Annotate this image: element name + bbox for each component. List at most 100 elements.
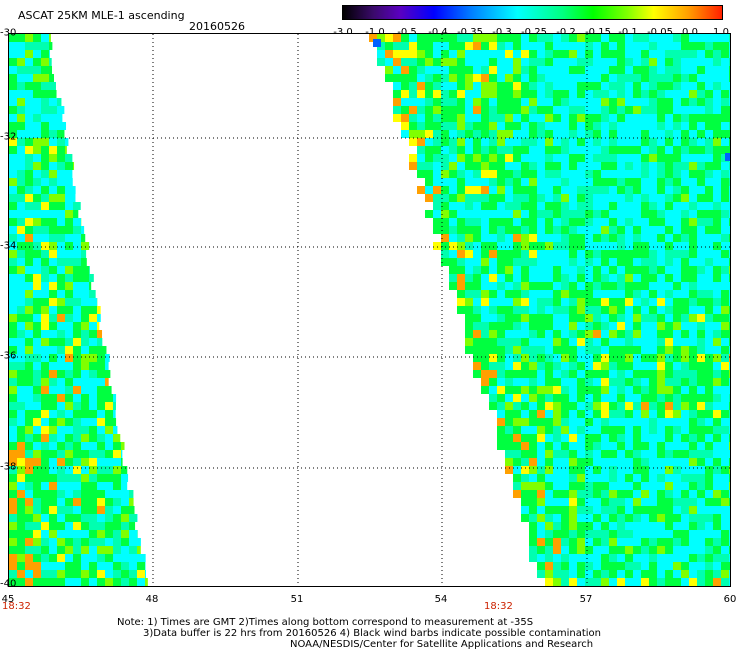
swath-cell [561, 114, 569, 122]
swath-cell [449, 154, 457, 162]
swath-cell [665, 106, 673, 114]
swath-cell [81, 282, 89, 290]
swath-cell [537, 442, 545, 450]
swath-cell [673, 66, 681, 74]
swath-cell [513, 354, 521, 362]
swath-cell [569, 130, 577, 138]
swath-cell [729, 386, 730, 394]
swath-cell [537, 250, 545, 258]
swath-cell [681, 34, 689, 42]
swath-cell [25, 554, 33, 562]
swath-cell [49, 202, 57, 210]
swath-cell [49, 226, 57, 234]
swath-cell [657, 466, 665, 474]
swath-cell [505, 386, 513, 394]
swath-cell [721, 258, 729, 266]
swath-cell [25, 514, 33, 522]
swath-cell [449, 274, 457, 282]
swath-cell [33, 482, 41, 490]
swath-cell [585, 426, 593, 434]
swath-cell [121, 562, 129, 570]
swath-cell [609, 466, 617, 474]
swath-cell [673, 554, 681, 562]
swath-cell [633, 482, 641, 490]
swath-cell [105, 546, 113, 554]
swath-cell [593, 458, 601, 466]
swath-cell [721, 434, 729, 442]
swath-cell [441, 170, 449, 178]
swath-cell [17, 490, 25, 498]
swath-cell [49, 82, 56, 90]
swath-cell [569, 138, 577, 146]
swath-cell [697, 506, 705, 514]
swath-cell [545, 578, 553, 586]
swath-cell [465, 290, 473, 298]
swath-cell [705, 226, 713, 234]
swath-cell [585, 178, 593, 186]
swath-cell [705, 306, 713, 314]
swath-cell [713, 378, 721, 386]
swath-cell [609, 458, 617, 466]
swath-cell [25, 250, 33, 258]
swath-cell [57, 170, 65, 178]
swath-cell [433, 138, 441, 146]
swath-cell [521, 50, 529, 58]
swath-cell [465, 178, 473, 186]
swath-cell [657, 442, 665, 450]
swath-cell [721, 474, 729, 482]
swath-cell [41, 170, 49, 178]
swath-cell [665, 538, 673, 546]
swath-cell [633, 522, 641, 530]
swath-cell [553, 330, 561, 338]
swath-cell [545, 282, 553, 290]
swath-cell [721, 114, 729, 122]
swath-cell [81, 538, 89, 546]
swath-cell [489, 226, 497, 234]
swath-cell [689, 466, 697, 474]
swath-cell [465, 114, 473, 122]
swath-cell [537, 346, 545, 354]
swath-cell [545, 82, 553, 90]
swath-cell [65, 234, 73, 242]
swath-cell [609, 554, 617, 562]
swath-cell [25, 106, 33, 114]
swath-cell [25, 586, 33, 587]
swath-cell [617, 402, 625, 410]
swath-cell [33, 458, 41, 466]
swath-cell [409, 138, 417, 146]
swath-cell [105, 450, 113, 458]
swath-cell [481, 210, 489, 218]
swath-cell [729, 506, 730, 514]
swath-cell [17, 362, 25, 370]
swath-cell [393, 98, 401, 106]
swath-cell [65, 242, 73, 250]
swath-cell [41, 474, 49, 482]
swath-cell [433, 178, 441, 186]
swath-cell [25, 394, 33, 402]
swath-cell [729, 498, 730, 506]
swath-cell [617, 426, 625, 434]
swath-cell [97, 378, 105, 386]
swath-cell [601, 130, 609, 138]
swath-cell [673, 378, 681, 386]
swath-cell [65, 154, 73, 162]
swath-cell [649, 378, 657, 386]
swath-cell [481, 314, 489, 322]
swath-cell [41, 250, 49, 258]
swath-cell [65, 466, 73, 474]
swath-cell [457, 130, 465, 138]
swath-cell [577, 306, 585, 314]
swath-cell [585, 530, 593, 538]
swath-cell [97, 554, 105, 562]
swath-cell [657, 114, 665, 122]
swath-cell [553, 58, 561, 66]
swath-cell [505, 218, 513, 226]
swath-cell [729, 322, 730, 330]
swath-cell [585, 194, 593, 202]
swath-cell [593, 498, 601, 506]
swath-cell [665, 410, 673, 418]
swath-cell [537, 330, 545, 338]
swath-cell [41, 322, 49, 330]
swath-cell [497, 42, 505, 50]
swath-cell [481, 378, 489, 386]
